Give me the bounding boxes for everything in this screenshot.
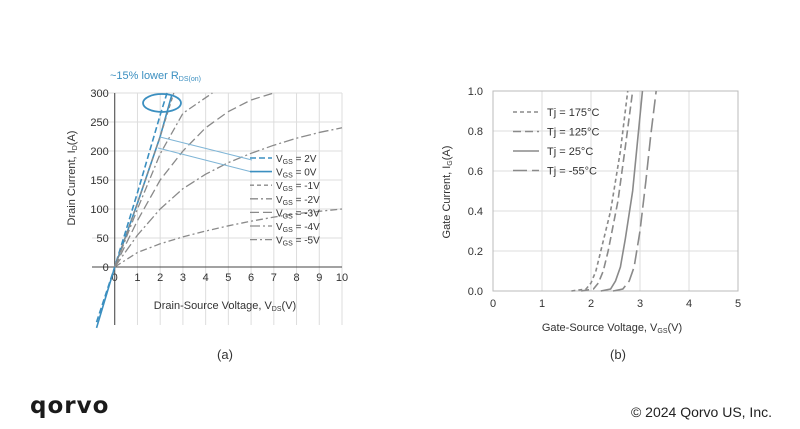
chart-a-axes [92, 93, 342, 325]
series-line-vgs--4V [114, 127, 343, 268]
legend-label: VGS = 0V [276, 168, 317, 180]
y-tick-label: 0 [103, 262, 109, 274]
legend-label: VGS = -4V [276, 222, 320, 234]
chart-b-ylabel: Gate Current, IG(A) [441, 146, 454, 239]
copyright-notice: © 2024 Qorvo US, Inc. [630, 404, 772, 420]
y-tick-label: 0.2 [468, 246, 483, 258]
x-tick-label: 3 [637, 298, 643, 310]
series-line-tj [571, 90, 629, 292]
legend-label: VGS = -2V [276, 195, 320, 207]
panel-label-b: (b) [610, 347, 626, 362]
chart-b-series [571, 90, 657, 292]
chart-b-grid [492, 90, 739, 292]
x-tick-label: 7 [271, 272, 277, 284]
legend-label: Tj = -55°C [547, 166, 597, 178]
chart-b-axes [492, 90, 739, 292]
x-tick-label: 0 [490, 298, 496, 310]
x-tick-label: 9 [316, 272, 322, 284]
x-tick-label: 0 [112, 272, 118, 284]
x-tick-label: 2 [157, 272, 163, 284]
series-line-vgs--5V [114, 208, 343, 268]
legend-label: VGS = -1V [276, 181, 320, 193]
y-tick-label: 0.0 [468, 286, 483, 298]
y-tick-label: 0.4 [468, 206, 483, 218]
chart-b-legend: Tj = 175°C Tj = 125°C Tj = 25°C Tj = -55°C [513, 107, 599, 178]
y-tick-label: 100 [90, 204, 108, 216]
rdson-annotation: ~15% lower RDS(on) [110, 70, 201, 83]
series-line-vgs--2V [114, 92, 213, 268]
rdson-highlight-ellipse [142, 93, 182, 113]
y-tick-label: 50 [96, 233, 108, 245]
y-tick-label: 1.0 [468, 86, 483, 98]
chart-b: 0 1 2 3 4 50.00.20.40.60.81.0 Tj = 175°CTj = … [441, 86, 741, 362]
x-tick-label: 2 [588, 298, 594, 310]
chart-a-series [95, 92, 343, 329]
y-tick-label: 200 [90, 146, 108, 158]
series-line-vgs-0V [95, 95, 173, 329]
series-line-tj [612, 90, 657, 292]
chart-a-xlabel: Drain-Source Voltage, VDS(V) [154, 300, 296, 313]
legend-label: VGS = -5V [276, 236, 320, 248]
x-tick-label: 10 [336, 272, 348, 284]
qorvo-logo: qorvo [30, 393, 110, 419]
x-tick-label: 1 [539, 298, 545, 310]
x-tick-label: 4 [203, 272, 209, 284]
series-line-tj [581, 90, 634, 292]
legend-pointer-2v [159, 136, 253, 161]
legend-label: Tj = 175°C [547, 107, 599, 119]
x-tick-label: 6 [248, 272, 254, 284]
legend-label: Tj = 125°C [547, 127, 599, 139]
x-tick-label: 5 [225, 272, 231, 284]
legend-pointer-0v [157, 147, 253, 173]
series-line-tj [600, 90, 644, 292]
x-tick-label: 5 [735, 298, 741, 310]
plot-frame [492, 90, 739, 292]
x-tick-label: 1 [134, 272, 140, 284]
x-tick-label: 8 [293, 272, 299, 284]
x-tick-label: 3 [180, 272, 186, 284]
chart-a-ylabel: Drain Current, ID(A) [66, 131, 79, 226]
y-tick-label: 0.8 [468, 126, 483, 138]
y-tick-label: 250 [90, 117, 108, 129]
legend-label: Tj = 25°C [547, 146, 593, 158]
series-line-vgs--3V [114, 92, 275, 268]
chart-b-xlabel: Gate-Source Voltage, VGS(V) [542, 322, 682, 335]
y-tick-label: 300 [90, 88, 108, 100]
panel-label-a: (a) [217, 347, 233, 362]
y-tick-label: 0.6 [468, 166, 483, 178]
y-tick-label: 150 [90, 175, 108, 187]
x-tick-label: 4 [686, 298, 692, 310]
chart-b-tick-labels: 0 1 2 3 4 5 0.0 0.2 0.4 0.6 0.8 1.0 [468, 86, 741, 310]
legend-label: VGS = -3V [276, 208, 320, 220]
legend-label: VGS = 2V [276, 154, 317, 166]
